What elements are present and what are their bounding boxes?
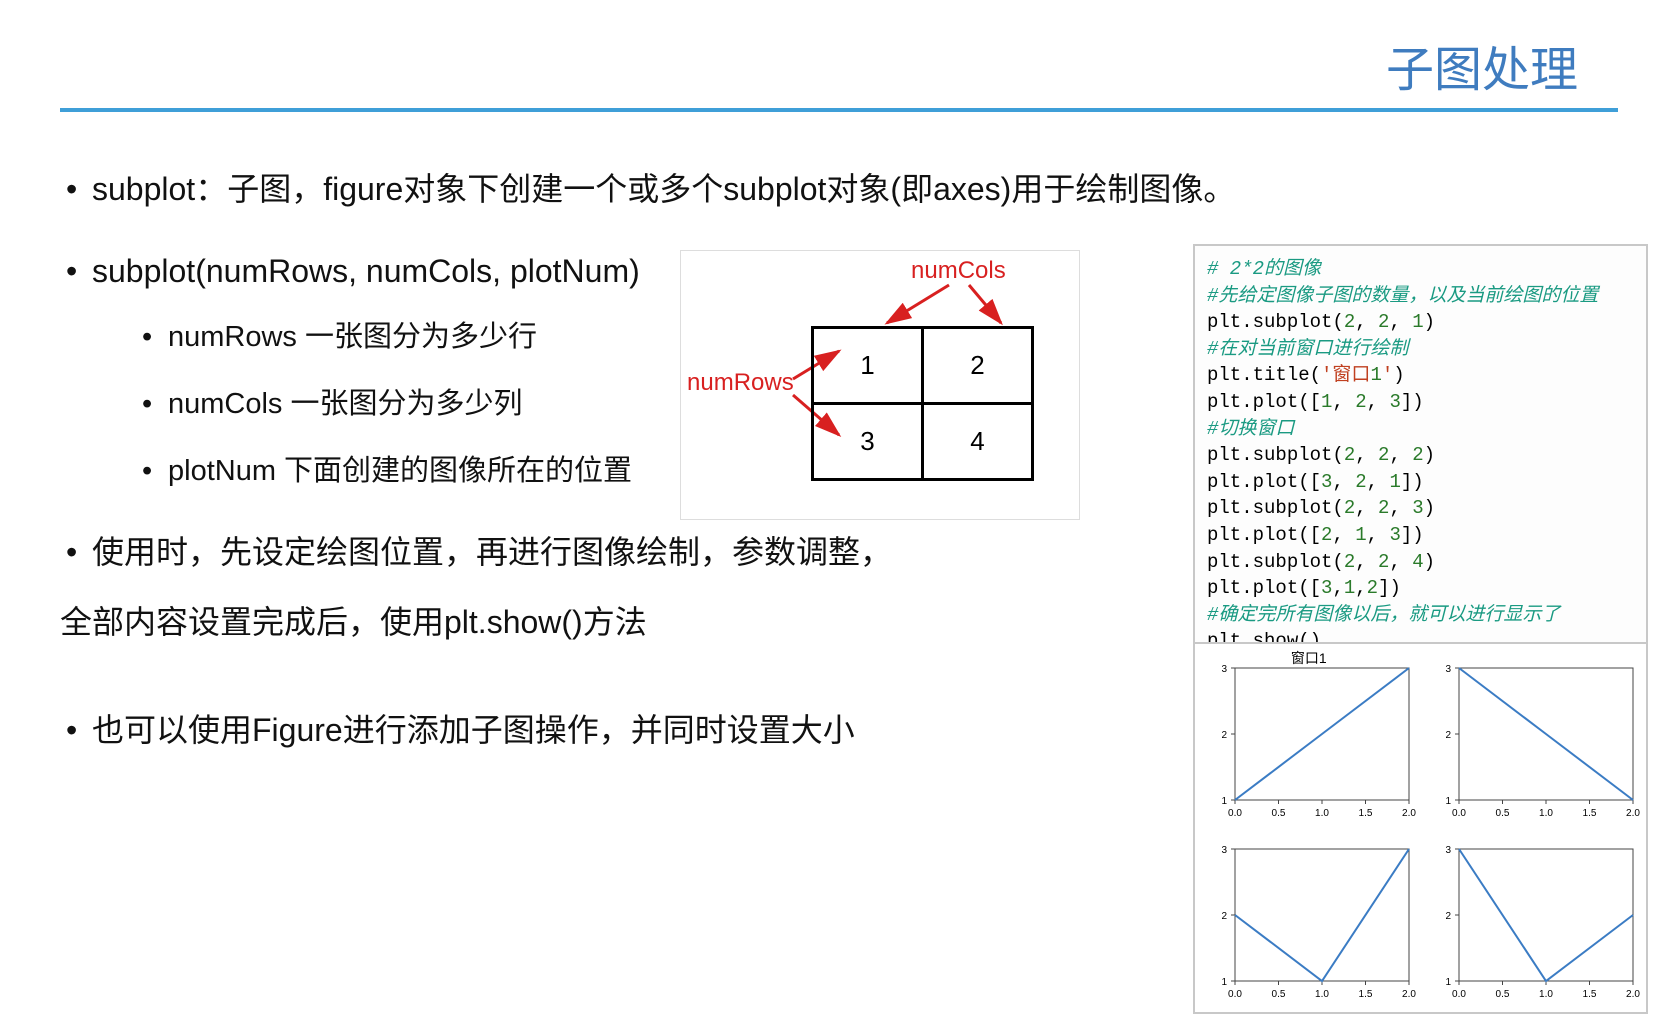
code-line: plt.subplot(2, 2, 2) <box>1207 442 1634 469</box>
svg-text:1.5: 1.5 <box>1359 989 1373 1000</box>
svg-text:3: 3 <box>1445 664 1451 675</box>
svg-text:2: 2 <box>1445 911 1451 922</box>
code-block: # 2*2的图像#先给定图像子图的数量，以及当前绘图的位置plt.subplot… <box>1193 244 1648 667</box>
subplot-title: 窗口1 <box>1199 648 1419 668</box>
subplot-svg: 0.00.51.01.52.0123 <box>1199 650 1417 826</box>
svg-text:1.5: 1.5 <box>1582 989 1596 1000</box>
svg-text:1.5: 1.5 <box>1582 808 1596 819</box>
code-line: #先给定图像子图的数量，以及当前绘图的位置 <box>1207 283 1634 310</box>
svg-text:2: 2 <box>1445 730 1451 741</box>
svg-text:0.0: 0.0 <box>1452 808 1466 819</box>
bullet-2-text: subplot(numRows, numCols, plotNum) <box>92 253 640 289</box>
code-line: # 2*2的图像 <box>1207 256 1634 283</box>
svg-text:2.0: 2.0 <box>1402 989 1416 1000</box>
code-line: plt.subplot(2, 2, 3) <box>1207 495 1634 522</box>
subplot-2: 0.0 0.5 1.0 1.5 2.0 1 2 3 <box>1423 650 1643 827</box>
svg-text:1: 1 <box>1445 796 1451 807</box>
subplot-svg: 0.0 0.5 1.0 1.5 2.0 1 2 3 <box>1199 831 1417 1007</box>
svg-text:1.0: 1.0 <box>1539 808 1553 819</box>
subplot-4: 0.0 0.5 1.0 1.5 2.0 1 2 3 <box>1423 831 1643 1008</box>
subplot-svg: 0.0 0.5 1.0 1.5 2.0 1 2 3 <box>1423 831 1641 1007</box>
svg-text:1: 1 <box>1221 977 1227 988</box>
svg-text:1.0: 1.0 <box>1315 989 1329 1000</box>
bullet-1: subplot：子图，figure对象下创建一个或多个subplot对象(即ax… <box>60 162 1618 216</box>
svg-text:0.5: 0.5 <box>1495 808 1509 819</box>
code-line: plt.plot([3, 2, 1]) <box>1207 469 1634 496</box>
code-line: plt.plot([2, 1, 3]) <box>1207 522 1634 549</box>
subplot-3: 0.0 0.5 1.0 1.5 2.0 1 2 3 <box>1199 831 1419 1008</box>
subplot-svg: 0.0 0.5 1.0 1.5 2.0 1 2 3 <box>1423 650 1641 826</box>
code-line: plt.subplot(2, 2, 4) <box>1207 549 1634 576</box>
slide-title: 子图处理 <box>60 30 1618 100</box>
grid-cell-1: 1 <box>813 328 923 404</box>
svg-text:2.0: 2.0 <box>1402 808 1416 819</box>
code-line: plt.subplot(2, 2, 1) <box>1207 309 1634 336</box>
svg-text:3: 3 <box>1445 845 1451 856</box>
subplot-1: 窗口10.00.51.01.52.0123 <box>1199 650 1419 827</box>
svg-text:3: 3 <box>1221 845 1227 856</box>
svg-text:0.0: 0.0 <box>1228 808 1242 819</box>
slide: 子图处理 subplot：子图，figure对象下创建一个或多个subplot对… <box>0 0 1678 1034</box>
grid-cell-4: 4 <box>923 404 1033 480</box>
code-line: plt.plot([3,1,2]) <box>1207 575 1634 602</box>
svg-text:0.5: 0.5 <box>1272 989 1286 1000</box>
svg-text:2: 2 <box>1221 730 1227 741</box>
svg-text:1: 1 <box>1445 977 1451 988</box>
svg-text:2.0: 2.0 <box>1626 989 1640 1000</box>
code-line: plt.title('窗口1') <box>1207 362 1634 389</box>
plot-output: 窗口10.00.51.01.52.01230.00.51.01.52.01230… <box>1193 642 1648 1014</box>
code-line: #在对当前窗口进行绘制 <box>1207 336 1634 363</box>
grid-cell-3: 3 <box>813 404 923 480</box>
code-line: #确定完所有图像以后，就可以进行显示了 <box>1207 602 1634 629</box>
svg-text:1.0: 1.0 <box>1315 808 1329 819</box>
svg-text:2.0: 2.0 <box>1626 808 1640 819</box>
svg-text:0.0: 0.0 <box>1228 989 1242 1000</box>
svg-text:0.5: 0.5 <box>1272 808 1286 819</box>
svg-text:2: 2 <box>1221 911 1227 922</box>
grid-diagram: numCols numRows 1 2 3 4 <box>680 250 1080 520</box>
code-line: #切换窗口 <box>1207 416 1634 443</box>
svg-text:1.5: 1.5 <box>1359 808 1373 819</box>
grid-table: 1 2 3 4 <box>811 326 1034 481</box>
svg-text:1: 1 <box>1221 796 1227 807</box>
title-rule <box>60 108 1618 112</box>
code-line: plt.plot([1, 2, 3]) <box>1207 389 1634 416</box>
svg-text:1.0: 1.0 <box>1539 989 1553 1000</box>
svg-text:0.5: 0.5 <box>1495 989 1509 1000</box>
grid-cell-2: 2 <box>923 328 1033 404</box>
svg-text:0.0: 0.0 <box>1452 989 1466 1000</box>
